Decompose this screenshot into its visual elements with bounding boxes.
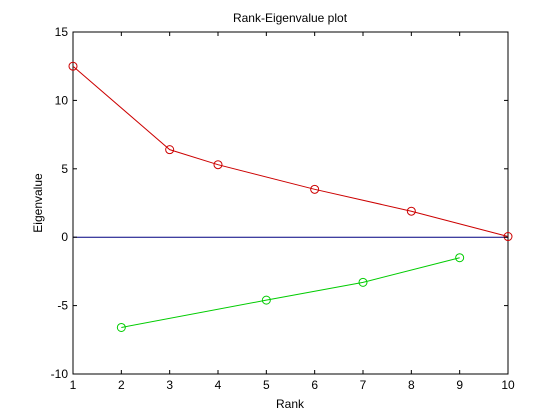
x-tick-label: 1 (70, 378, 77, 392)
series-1-point (165, 145, 175, 155)
plot-area-frame (72, 31, 509, 375)
x-tick-label: 6 (311, 378, 318, 392)
x-tick-label: 10 (501, 378, 515, 392)
x-tick-label: 7 (360, 378, 367, 392)
series-1-line (72, 65, 509, 237)
x-tick-label: 5 (263, 378, 270, 392)
series-2-point (455, 253, 465, 263)
y-axis-label: Eigenvalue (31, 173, 45, 233)
series-1-point (310, 184, 320, 194)
y-tick-label: 5 (61, 162, 68, 176)
y-axis-ticks: -10 -5 0 5 10 15 (51, 25, 508, 381)
x-tick-label: 2 (118, 378, 125, 392)
y-tick-label: 10 (55, 93, 69, 107)
series-2-point (358, 277, 368, 287)
series-group (68, 61, 513, 332)
y-tick-label: 0 (61, 230, 68, 244)
series-1-point (68, 61, 78, 71)
x-axis-label: Rank (276, 397, 305, 411)
y-tick-label: -10 (51, 367, 69, 381)
series-2-point (116, 322, 126, 332)
x-tick-label: 8 (408, 378, 415, 392)
series-1-point (213, 160, 223, 170)
chart-title: Rank-Eigenvalue plot (233, 11, 348, 25)
series-2-point (261, 295, 271, 305)
x-tick-label: 9 (456, 378, 463, 392)
series-1-point (406, 206, 416, 216)
series-2-line (121, 257, 460, 328)
x-tick-label: 3 (166, 378, 173, 392)
y-tick-label: 15 (55, 25, 69, 39)
y-tick-label: -5 (57, 299, 68, 313)
x-tick-label: 4 (215, 378, 222, 392)
x-axis-ticks: 1 2 3 4 5 6 7 8 9 10 (70, 32, 515, 392)
series-1-point (503, 232, 513, 242)
